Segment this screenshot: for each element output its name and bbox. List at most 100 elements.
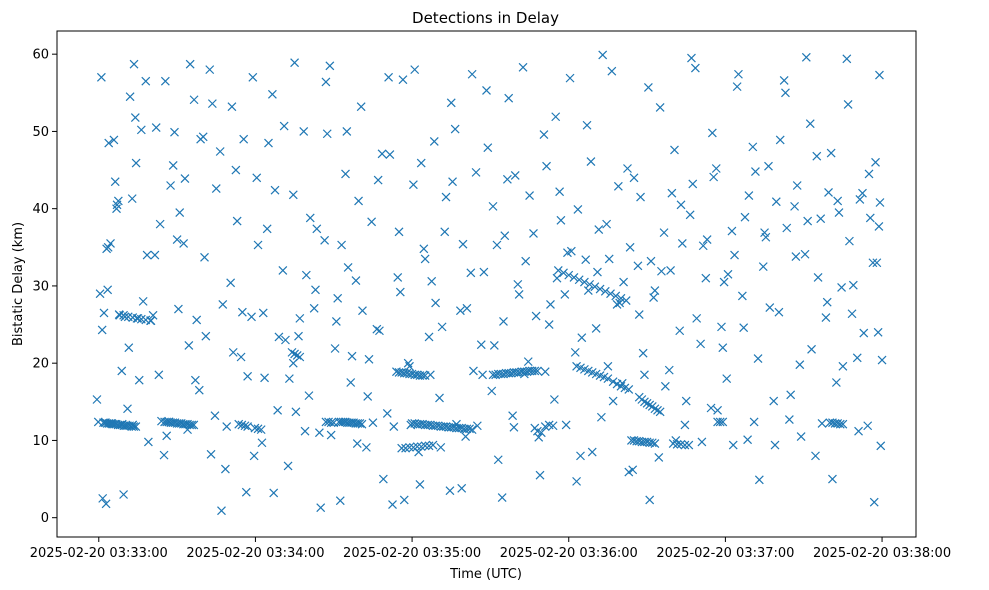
data-point [743, 435, 753, 445]
data-point [420, 254, 430, 264]
data-point [837, 283, 847, 292]
data-point [640, 370, 649, 380]
data-point [749, 417, 759, 427]
data-point [419, 244, 429, 254]
data-point [351, 276, 361, 285]
data-point [288, 190, 298, 200]
data-point [660, 381, 670, 391]
data-point [835, 419, 845, 429]
data-point [786, 390, 796, 400]
data-point [549, 395, 559, 404]
data-point [529, 228, 538, 238]
data-point [364, 354, 374, 364]
x-tick-label: 2025-02-20 03:35:00 [343, 546, 481, 561]
chart-title: Detections in Delay [412, 9, 559, 27]
data-point [337, 240, 347, 250]
data-point [159, 450, 169, 460]
data-point [175, 208, 185, 217]
data-point [274, 332, 284, 342]
data-point [753, 354, 763, 363]
data-point [215, 147, 225, 156]
data-point [732, 82, 742, 92]
data-point [373, 175, 383, 185]
data-point [287, 347, 297, 357]
data-point [871, 157, 880, 167]
data-point [134, 375, 144, 385]
data-point [210, 411, 220, 421]
data-point [270, 185, 280, 195]
data-point [875, 198, 885, 207]
data-point [471, 167, 481, 177]
data-point [393, 273, 403, 282]
data-point [428, 440, 438, 450]
data-point [410, 65, 420, 75]
y-axis-label: Bistatic Delay (km) [11, 222, 26, 346]
data-point [771, 197, 781, 207]
data-point [561, 420, 571, 430]
data-point [687, 53, 696, 63]
data-point [131, 422, 141, 431]
data-point [816, 214, 826, 224]
data-point [247, 312, 256, 322]
data-point [97, 325, 107, 335]
data-point [304, 391, 314, 401]
data-point [623, 164, 632, 173]
data-point [403, 358, 413, 368]
data-point [109, 135, 119, 145]
data-point [539, 130, 549, 139]
data-point [239, 134, 249, 144]
data-point [253, 240, 263, 250]
data-point [170, 127, 179, 137]
data-point [162, 431, 172, 441]
data-point [292, 351, 302, 360]
data-point [847, 309, 857, 319]
data-point [103, 285, 113, 295]
data-point [734, 69, 743, 79]
data-point [207, 99, 217, 109]
data-point [427, 276, 437, 286]
data-point [342, 127, 352, 136]
data-point [237, 420, 247, 430]
data-point [325, 61, 335, 71]
data-point [131, 158, 141, 168]
data-point [791, 252, 801, 261]
data-point [628, 465, 638, 475]
data-point [728, 440, 738, 450]
data-point [603, 361, 613, 371]
data-point [264, 138, 273, 148]
data-point [784, 415, 794, 425]
data-point [792, 181, 802, 190]
data-point [800, 249, 810, 259]
data-point [697, 437, 707, 447]
data-point [535, 470, 545, 480]
data-point [744, 191, 754, 200]
data-point [222, 422, 232, 431]
data-point [681, 396, 691, 406]
data-point [190, 375, 200, 385]
data-point [172, 235, 182, 245]
data-point [151, 123, 161, 132]
data-point [253, 424, 263, 434]
data-point [688, 179, 698, 189]
data-point [563, 248, 572, 258]
data-point [129, 422, 139, 431]
data-point [220, 464, 230, 474]
data-point [341, 169, 350, 179]
data-point [343, 262, 353, 272]
data-point [232, 216, 242, 226]
data-point [322, 129, 332, 139]
data-point [672, 439, 682, 449]
data-point [295, 313, 305, 323]
data-point [262, 224, 272, 234]
data-point [92, 395, 102, 404]
data-point [758, 262, 768, 272]
data-point [812, 151, 822, 161]
data-point [241, 487, 251, 497]
data-point [824, 188, 833, 197]
data-point [569, 273, 579, 282]
data-point [448, 177, 457, 187]
data-point [300, 426, 310, 436]
data-point [489, 340, 499, 350]
